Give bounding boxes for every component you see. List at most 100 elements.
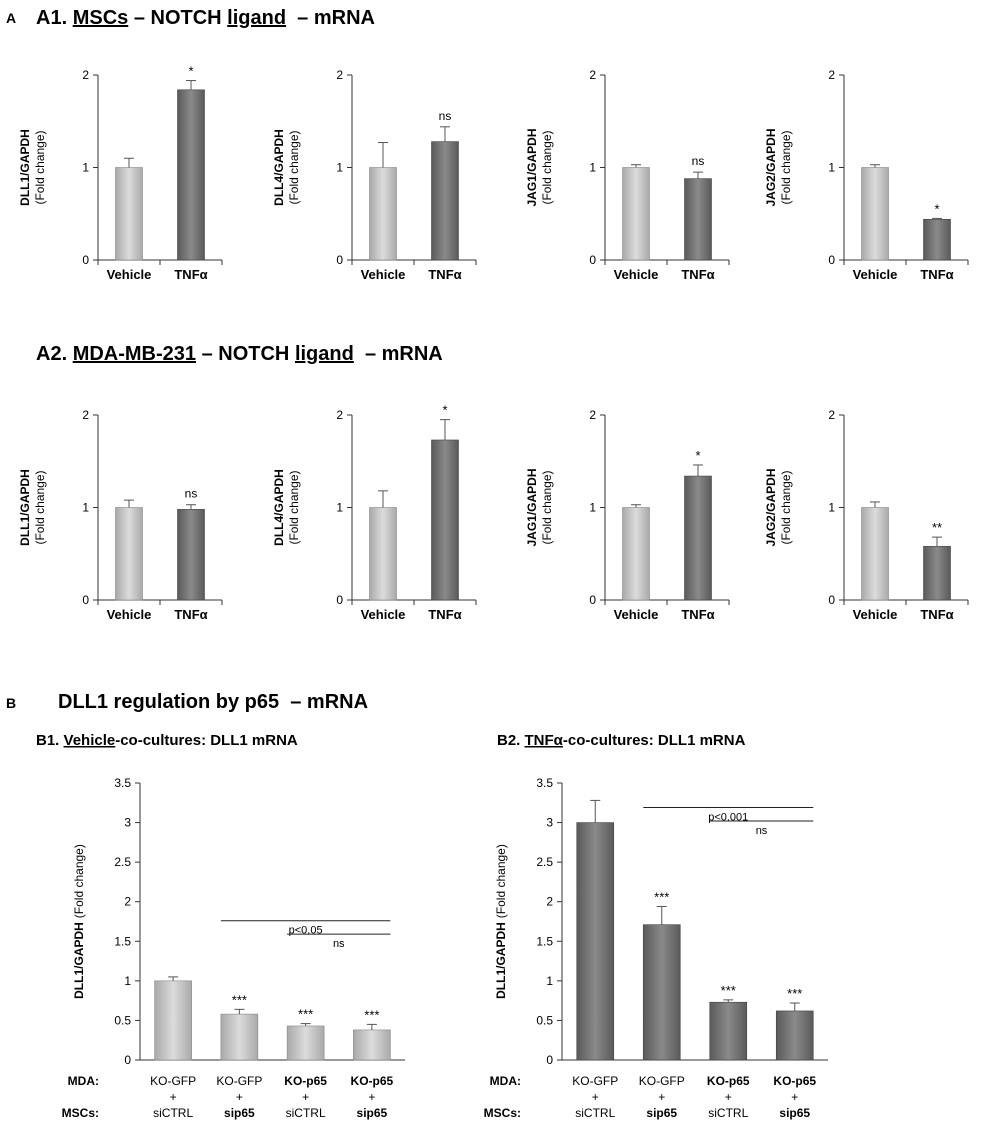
y-tick-label: 1.5 [114,934,131,948]
y-tick-label: 1 [124,974,131,988]
significance-label: * [695,448,700,463]
significance-label: ** [932,520,942,535]
x-group-plus: + [302,1090,309,1104]
bar [177,89,205,261]
significance-label: ns [439,109,452,123]
y-axis-label-sub: (Fold change) [540,130,554,204]
chart-a1-jag2: 0 1 2 JAG2/GAPDH(Fold change) Vehicle * TNFα [764,68,969,282]
y-axis-label-sub: (Fold change) [72,844,86,918]
x-group-plus: + [368,1090,375,1104]
significance-label: ns [692,154,705,168]
heading-b2-underlined: TNFα [525,732,564,749]
significance-label: *** [654,889,669,904]
x-category-label: TNFα [174,607,207,622]
y-tick-label: 2 [589,408,596,422]
x-group-mscs: siCTRL [575,1106,615,1120]
heading-a1: A1. MSCs – NOTCH ligand – mRNA [36,7,375,29]
row-label-mda: MDA: [490,1074,521,1088]
y-axis-label-main: JAG1/GAPDH [525,468,539,546]
y-tick-label: 0 [546,1053,553,1067]
significance-label: *** [721,983,736,998]
y-axis-label-main: DLL1/GAPDH [18,129,32,206]
y-tick-label: 2 [589,68,596,82]
y-tick-label: 3 [124,816,131,830]
x-group-mda: KO-p65 [284,1074,327,1088]
chart-b1: 0 0.5 1 1.5 2 2.5 3 3.5 DLL1/GAPDH (Fold change) K… [62,776,405,1120]
bar [369,167,397,261]
bar [220,1013,259,1061]
y-tick-label: 2 [124,895,131,909]
x-category-label: Vehicle [853,267,898,282]
x-category-label: TNFα [681,267,714,282]
heading-a2-suffix: – mRNA [354,343,443,365]
y-axis-label: JAG1/GAPDH(Fold change) [525,468,554,546]
y-axis-label-sub: (Fold change) [287,130,301,204]
x-group-plus: + [658,1090,665,1104]
y-tick-label: 3.5 [114,776,131,790]
x-group-plus: + [170,1090,177,1104]
significance-label: * [934,201,939,216]
x-category-label: Vehicle [614,607,659,622]
y-axis-label: DLL1/GAPDH(Fold change) [18,469,47,546]
significance-label: *** [298,1007,313,1022]
y-tick-label: 1 [828,501,835,515]
chart-a2-dll1: 0 1 2 DLL1/GAPDH(Fold change) Vehicle ns TNFα [18,408,223,622]
y-axis-label-sub: (Fold change) [287,470,301,544]
bar [177,509,205,601]
bar [431,141,459,261]
y-tick-label: 1 [589,501,596,515]
y-tick-label: 3 [546,816,553,830]
y-axis-label-sub: (Fold change) [33,130,47,204]
bar [642,924,681,1061]
comparison-label: p<0.001 [708,812,748,824]
y-axis-label: DLL1/GAPDH(Fold change) [18,129,47,206]
y-axis-label-sub: (Fold change) [540,470,554,544]
heading-b2-suffix: -co-cultures: DLL1 mRNA [563,732,746,749]
x-category-label: TNFα [174,267,207,282]
y-axis-label-sub: (Fold change) [494,844,508,918]
x-category-label: TNFα [428,607,461,622]
chart-a2-jag1: 0 1 2 JAG1/GAPDH(Fold change) Vehicle * TNFα [525,408,730,622]
y-axis-label-main: DLL4/GAPDH [272,469,286,546]
x-category-label: TNFα [920,267,953,282]
x-group-plus: + [592,1090,599,1104]
y-tick-label: 1.5 [536,934,553,948]
x-group-plus: + [725,1090,732,1104]
y-tick-label: 0.5 [536,1013,553,1027]
y-axis-label-main: JAG2/GAPDH [764,128,778,206]
x-group-mscs: sip65 [224,1106,255,1120]
significance-label: * [188,64,193,79]
heading-a2-underlined-2: ligand [295,343,354,365]
y-tick-label: 0 [828,253,835,267]
x-group-mscs: siCTRL [153,1106,193,1120]
x-group-mda: KO-p65 [773,1074,816,1088]
significance-label: *** [364,1007,379,1022]
row-label-mscs: MSCs: [484,1106,521,1120]
bar [861,507,889,601]
bar [286,1025,325,1061]
chart-a2-dll4: 0 1 2 DLL4/GAPDH(Fold change) Vehicle * TNFα [272,403,477,622]
bar [369,507,397,601]
y-tick-label: 2 [82,408,89,422]
y-axis-label: DLL4/GAPDH(Fold change) [272,129,301,206]
bar [923,219,951,261]
bar [923,546,951,601]
bar [709,1001,748,1061]
y-tick-label: 3.5 [536,776,553,790]
heading-a1-underlined-2: ligand [227,7,286,29]
y-axis-label: DLL4/GAPDH(Fold change) [272,469,301,546]
bar [622,167,650,261]
y-axis-label-main: DLL1/GAPDH [494,922,508,999]
bar [861,167,889,261]
bar [115,167,143,261]
bar [684,178,712,261]
heading-a1-underlined-1: MSCs [73,7,129,29]
bar [353,1029,391,1061]
y-axis-label-main: JAG1/GAPDH [525,128,539,206]
heading-b1-suffix: -co-cultures: DLL1 mRNA [115,732,298,749]
y-tick-label: 1 [336,161,343,175]
y-axis-label: JAG1/GAPDH(Fold change) [525,128,554,206]
chart-b2: 0 0.5 1 1.5 2 2.5 3 3.5 DLL1/GAPDH (Fold change) K… [484,776,828,1120]
heading-a2: A2. MDA-MB-231 – NOTCH ligand – mRNA [36,343,443,365]
